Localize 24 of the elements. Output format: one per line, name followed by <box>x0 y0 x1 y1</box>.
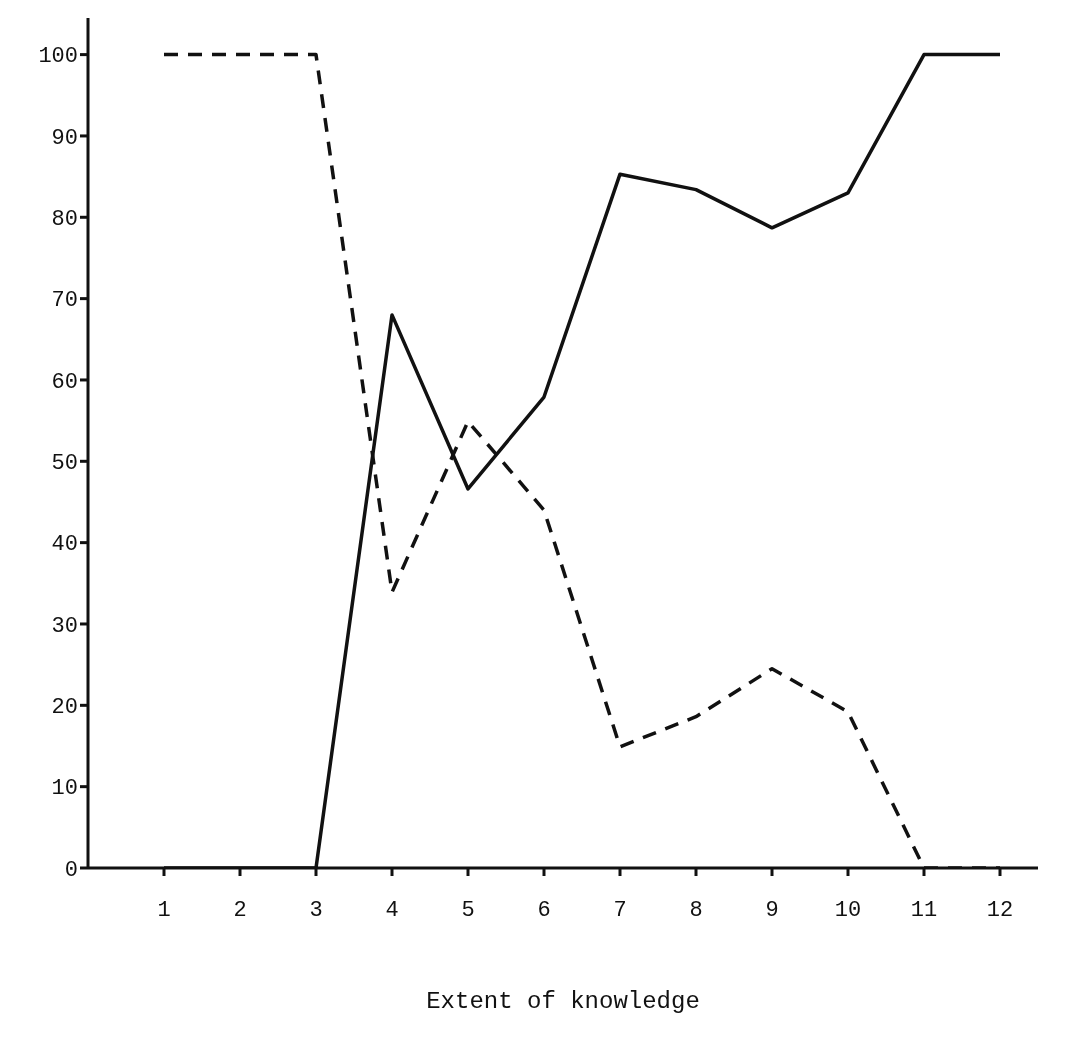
y-tick-label: 0 <box>64 857 78 883</box>
x-tick-label: 5 <box>461 897 475 923</box>
y-tick-label: 40 <box>51 532 78 558</box>
x-tick-label: 1 <box>157 897 171 923</box>
x-tick-label: 2 <box>233 897 247 923</box>
x-tick-label: 6 <box>537 897 551 923</box>
x-axis-title: Extent of knowledge <box>426 988 700 1015</box>
x-tick-label: 9 <box>765 897 779 923</box>
y-tick-label: 30 <box>51 613 78 639</box>
y-tick-label: 20 <box>51 695 78 721</box>
y-tick-label: 10 <box>51 776 78 802</box>
x-tick-label: 11 <box>910 897 938 923</box>
y-tick-label: 80 <box>51 207 78 233</box>
x-tick-label: 8 <box>689 897 703 923</box>
x-tick-label: 4 <box>385 897 399 923</box>
x-tick-label: 10 <box>834 897 862 923</box>
y-tick-label: 60 <box>51 369 78 395</box>
x-tick-label: 12 <box>986 897 1014 923</box>
y-tick-label: 100 <box>38 44 78 70</box>
x-tick-label: 3 <box>309 897 323 923</box>
y-tick-label: 90 <box>51 125 78 151</box>
x-tick-label: 7 <box>613 897 627 923</box>
y-tick-label: 50 <box>51 451 78 477</box>
y-tick-label: 70 <box>51 288 78 314</box>
